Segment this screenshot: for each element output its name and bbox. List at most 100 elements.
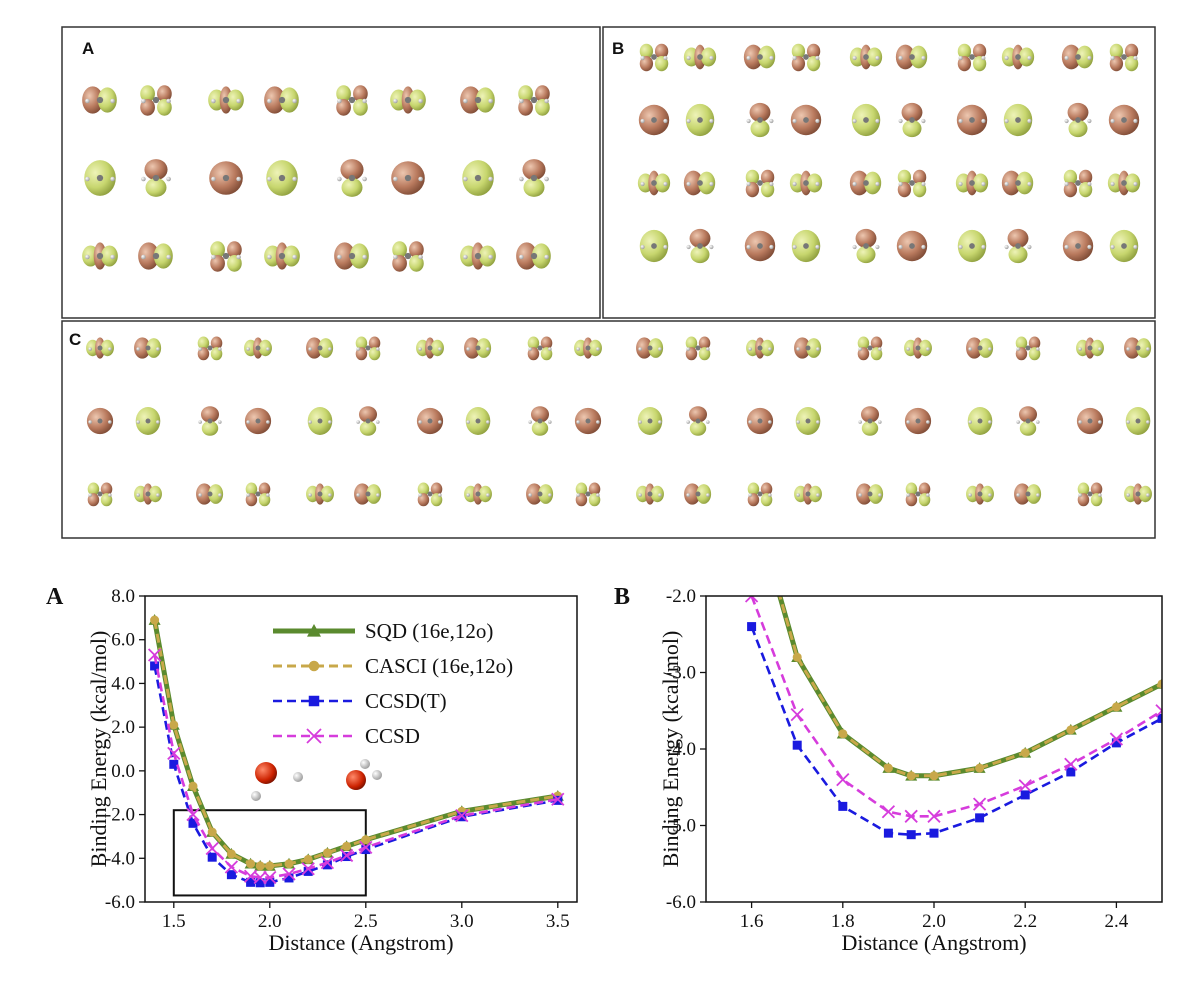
data-point (150, 661, 160, 671)
orbital-isosurface (82, 242, 118, 270)
orbital-isosurface (244, 407, 272, 435)
water-hydrogen-atom (372, 770, 382, 780)
data-point (1111, 702, 1121, 712)
orbital-isosurface (747, 482, 773, 507)
legend-marker (308, 695, 320, 707)
legend-entry: SQD (16e,12o) (273, 619, 493, 643)
y-tick-label: 6.0 (111, 630, 135, 651)
orbital-isosurface (955, 170, 989, 196)
orbital-isosurface (686, 228, 714, 264)
data-point (929, 828, 939, 838)
data-point (1109, 732, 1124, 746)
orbital-isosurface (967, 407, 993, 435)
data-point (792, 652, 802, 662)
data-point (838, 729, 848, 739)
orbital-isosurface (416, 407, 444, 435)
orbital-isosurface (307, 407, 333, 435)
data-point (551, 792, 565, 806)
x-tick-label: 2.2 (1013, 911, 1037, 932)
y-tick-label: -6.0 (666, 892, 696, 913)
data-point (246, 859, 256, 869)
orbital-isosurface (1062, 230, 1094, 262)
orbital-isosurface (795, 407, 821, 435)
data-point (1157, 679, 1162, 689)
chart-a-series (147, 614, 565, 888)
orbital-panel-a-label: A (82, 39, 94, 58)
y-tick-label: 8.0 (111, 586, 135, 607)
data-point (188, 781, 198, 791)
orbital-isosurface (1076, 337, 1104, 359)
orbital-isosurface (526, 483, 554, 505)
orbital-isosurface (683, 44, 717, 70)
orbital-isosurface (337, 159, 367, 197)
data-point (322, 848, 332, 858)
chart-a-frame (144, 595, 578, 903)
chart-b: B 1.6 1.8 2.0 2.2 2.4 -6.0 -5.0 -4.0 -3.0 -2.0 Di… (614, 584, 1163, 955)
y-tick-label: 2.0 (111, 717, 135, 738)
orbital-isosurface (904, 337, 932, 359)
data-point (790, 707, 804, 722)
orbital-isosurface (210, 241, 242, 272)
orbital-isosurface (266, 160, 298, 196)
orbital-isosurface (852, 228, 880, 264)
data-point (169, 720, 179, 730)
orbital-panel-c: C (61, 320, 1156, 539)
orbital-isosurface (904, 407, 932, 435)
orbital-isosurface (135, 407, 161, 435)
orbital-isosurface (746, 407, 774, 435)
data-point (744, 596, 759, 603)
orbital-isosurface (575, 482, 601, 507)
legend-marker (307, 624, 321, 637)
data-point (253, 870, 267, 885)
orbital-isosurface (518, 85, 550, 116)
data-point (975, 763, 985, 773)
x-tick-label: 1.6 (740, 911, 764, 932)
orbital-grid-c (86, 336, 1152, 507)
orbital-isosurface (686, 406, 710, 436)
series-line-CASCI (16e,12o) (778, 596, 1162, 778)
data-point (975, 813, 985, 823)
orbital-isosurface (416, 337, 444, 359)
y-tick-label: -2.0 (666, 586, 696, 607)
data-point (904, 809, 918, 823)
data-point (929, 771, 939, 781)
data-point (224, 860, 239, 874)
orbital-isosurface (1003, 103, 1033, 137)
orbital-isosurface (1004, 228, 1032, 264)
legend-entry: CCSD (273, 724, 420, 748)
orbital-isosurface (898, 102, 926, 138)
data-point (1066, 767, 1076, 777)
orbital-isosurface (957, 229, 987, 263)
orbital-isosurface (141, 159, 171, 197)
orbital-isosurface (639, 43, 669, 72)
water-hydrogen-atom (293, 772, 303, 782)
orbital-isosurface (245, 482, 271, 507)
data-point (361, 845, 371, 855)
data-point (322, 860, 332, 870)
orbital-isosurface (638, 104, 670, 136)
y-tick-label: -5.0 (666, 816, 696, 837)
orbital-isosurface (1124, 337, 1152, 359)
data-point (255, 861, 265, 871)
orbital-panel-b-label: B (612, 39, 624, 58)
orbital-isosurface (789, 170, 823, 196)
orbital-isosurface (683, 170, 716, 196)
orbital-isosurface (685, 103, 715, 137)
y-tick-label: -4.0 (105, 848, 135, 869)
orbital-isosurface (196, 483, 224, 505)
orbital-isosurface (134, 483, 162, 505)
series-line-CCSD(T) (750, 626, 1162, 836)
orbital-isosurface (1125, 407, 1151, 435)
data-point (205, 841, 219, 856)
orbital-isosurface (791, 229, 821, 263)
x-tick-label: 1.8 (831, 911, 855, 932)
orbital-isosurface (306, 337, 334, 359)
orbital-isosurface (1061, 44, 1094, 70)
orbital-isosurface (849, 170, 882, 196)
orbital-isosurface (684, 483, 712, 505)
y-tick-label: -6.0 (105, 892, 135, 913)
data-point (906, 771, 916, 781)
orbital-isosurface (639, 229, 669, 263)
orbital-isosurface (745, 169, 775, 198)
